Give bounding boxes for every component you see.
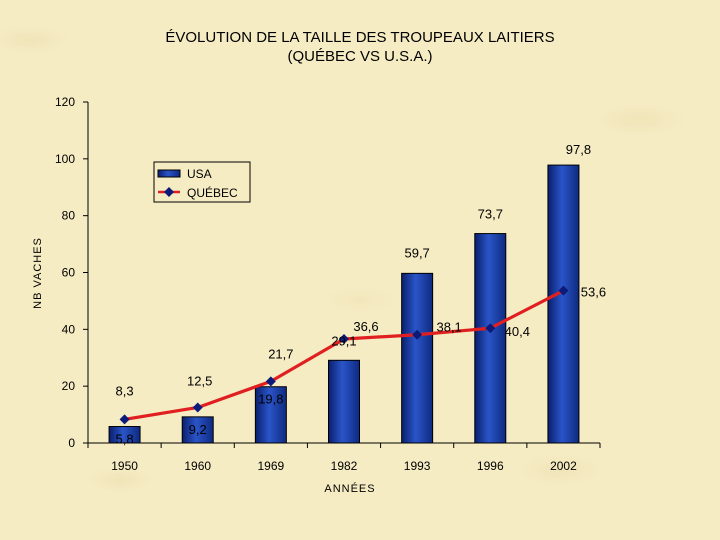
y-tick-label: 120 xyxy=(55,95,75,109)
quebec-line xyxy=(119,285,569,425)
bar-usa xyxy=(108,426,141,444)
x-tick-label: 1982 xyxy=(331,459,358,473)
chart-title-block: ÉVOLUTION DE LA TAILLE DES TROUPEAUX LAI… xyxy=(0,28,720,66)
bar-usa xyxy=(181,416,214,444)
x-tick-label: 1996 xyxy=(477,459,504,473)
y-axis-title: NB VACHES xyxy=(32,237,44,309)
y-tick-label: 40 xyxy=(62,322,76,336)
data-label-usa: 73,7 xyxy=(478,207,503,222)
data-label-quebec: 12,5 xyxy=(187,373,212,388)
y-tick-label: 0 xyxy=(68,436,75,450)
marker-quebec xyxy=(558,285,569,296)
data-label-usa: 5,8 xyxy=(116,432,134,447)
data-label-quebec: 40,4 xyxy=(505,324,530,339)
data-label-quebec: 21,7 xyxy=(268,346,293,361)
data-labels: 5,8 9,2 19,8 29,1 59,7 73,7 97,8 8,3 12,5 21,7 36,… xyxy=(116,142,607,446)
bar-usa xyxy=(328,359,360,444)
bar-usa xyxy=(401,272,434,444)
data-label-usa: 59,7 xyxy=(404,245,429,260)
x-tick-label: 1950 xyxy=(111,459,138,473)
legend-label-quebec: QUÉBEC xyxy=(187,185,238,200)
legend: USA QUÉBEC xyxy=(153,161,251,203)
axes: 0 20 40 60 80 100 120 1950 1960 1969 1982 1993 1996 2… xyxy=(55,95,601,473)
data-label-usa: 97,8 xyxy=(566,142,591,157)
marker-quebec xyxy=(485,323,496,334)
data-label-quebec: 8,3 xyxy=(116,383,134,398)
data-label-quebec: 38,1 xyxy=(436,320,461,335)
legend-label-usa: USA xyxy=(187,167,212,181)
x-tick-label: 1969 xyxy=(258,459,285,473)
chart-subtitle: (QUÉBEC VS U.S.A.) xyxy=(287,48,433,65)
marker-quebec xyxy=(339,333,349,344)
x-tick-label: 1960 xyxy=(184,459,211,473)
bar-usa xyxy=(474,233,507,444)
data-label-quebec: 53,6 xyxy=(581,285,606,300)
data-label-quebec: 36,6 xyxy=(353,319,378,334)
marker-quebec xyxy=(265,376,276,387)
y-tick-label: 100 xyxy=(55,152,75,166)
x-tick-label: 1993 xyxy=(404,459,431,473)
marker-quebec xyxy=(412,329,423,340)
x-tick-label: 2002 xyxy=(550,459,577,473)
bar-usa xyxy=(254,386,287,444)
marker-quebec xyxy=(119,414,130,425)
chart-title: ÉVOLUTION DE LA TAILLE DES TROUPEAUX LAI… xyxy=(165,29,555,46)
data-label-usa: 19,8 xyxy=(258,392,283,407)
y-tick-label: 60 xyxy=(62,266,76,280)
legend-swatch-usa xyxy=(157,169,181,178)
x-axis-title: ANNÉES xyxy=(324,482,375,495)
data-label-usa: 29,1 xyxy=(331,333,356,348)
bar-usa xyxy=(547,164,580,444)
marker-quebec xyxy=(192,402,203,413)
legend-marker-quebec xyxy=(164,187,174,197)
usa-bars xyxy=(108,164,580,444)
data-label-usa: 9,2 xyxy=(189,422,207,437)
y-tick-label: 80 xyxy=(62,209,76,223)
y-tick-label: 20 xyxy=(62,379,76,393)
